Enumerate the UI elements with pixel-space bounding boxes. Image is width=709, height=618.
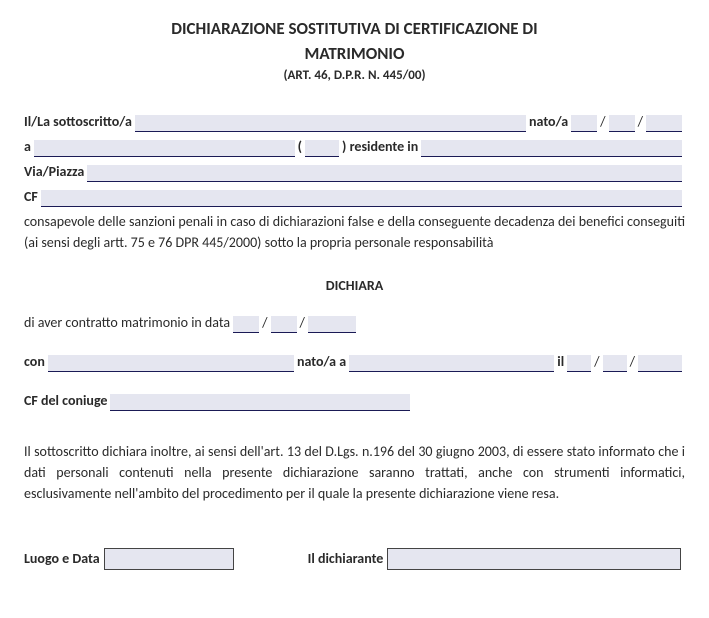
header-dichiara: DICHIARA xyxy=(24,277,685,294)
label-via-piazza: Via/Piazza xyxy=(24,161,84,182)
date-sep-5: / xyxy=(594,351,599,372)
label-dichiarante: Il dichiarante xyxy=(308,550,384,567)
paragraph-privacy: Il sottoscritto dichiara inoltre, ai sen… xyxy=(24,441,685,504)
paren-open: ( xyxy=(298,136,302,157)
date-sep-6: / xyxy=(630,351,635,372)
field-spouse-name[interactable] xyxy=(48,355,294,372)
field-cf[interactable] xyxy=(41,190,682,207)
field-spouse-birthplace[interactable] xyxy=(349,355,554,372)
label-matrimonio-data: di aver contratto matrimonio in data xyxy=(24,312,230,333)
field-spouse-cf[interactable] xyxy=(110,394,410,411)
document-subtitle: (ART. 46, D.P.R. N. 445/00) xyxy=(24,68,685,83)
label-cf: CF xyxy=(24,186,38,207)
field-dichiarante[interactable] xyxy=(387,548,681,570)
date-sep-2: / xyxy=(638,111,643,132)
field-birth-place[interactable] xyxy=(34,140,295,157)
field-marriage-day[interactable] xyxy=(233,316,259,333)
field-birth-province[interactable] xyxy=(305,140,339,157)
date-sep-1: / xyxy=(600,111,605,132)
label-residente-in: ) residente in xyxy=(342,136,418,157)
label-a: a xyxy=(24,136,31,157)
field-marriage-month[interactable] xyxy=(271,316,297,333)
label-il: il xyxy=(557,351,564,372)
field-sottoscritto-name[interactable] xyxy=(135,115,526,132)
label-con: con xyxy=(24,351,45,372)
field-birth-day[interactable] xyxy=(571,115,597,132)
label-luogo-data: Luogo e Data xyxy=(24,550,100,567)
field-birth-year[interactable] xyxy=(646,115,682,132)
label-nato-a: nato/a xyxy=(529,111,568,132)
field-birth-month[interactable] xyxy=(609,115,635,132)
date-sep-4: / xyxy=(300,312,305,333)
field-spouse-birth-day[interactable] xyxy=(567,355,591,372)
label-cf-coniuge: CF del coniuge xyxy=(24,390,107,411)
field-luogo-data[interactable] xyxy=(104,548,234,570)
document-title-line2: MATRIMONIO xyxy=(24,43,685,66)
document-title-line1: DICHIARAZIONE SOSTITUTIVA DI CERTIFICAZI… xyxy=(24,18,685,41)
label-nato-a-spouse: nato/a a xyxy=(297,351,346,372)
field-spouse-birth-month[interactable] xyxy=(603,355,627,372)
field-spouse-birth-year[interactable] xyxy=(638,355,682,372)
field-residence-city[interactable] xyxy=(421,140,682,157)
paragraph-sanzioni: consapevole delle sanzioni penali in cas… xyxy=(24,211,685,253)
label-sottoscritto: Il/La sottoscritto/a xyxy=(24,111,132,132)
date-sep-3: / xyxy=(262,312,267,333)
field-marriage-year[interactable] xyxy=(308,316,356,333)
field-address[interactable] xyxy=(87,165,682,182)
